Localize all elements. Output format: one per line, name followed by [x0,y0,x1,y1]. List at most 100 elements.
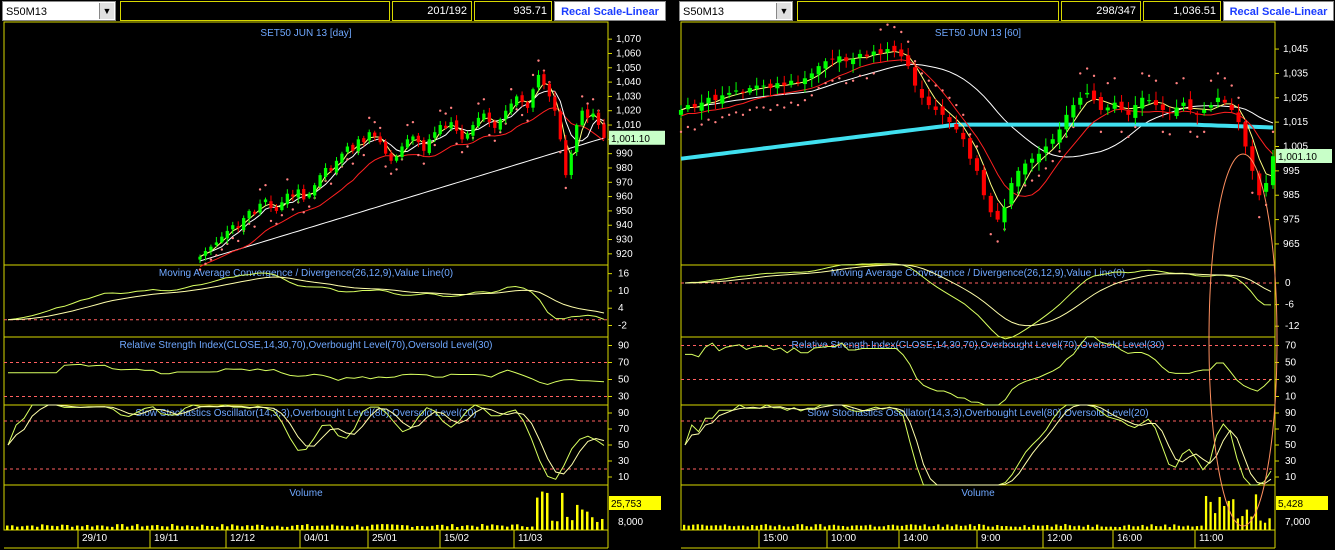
volume-bar [973,525,976,530]
candle-body [242,218,246,231]
volume-bar [286,526,289,530]
volume-bar [683,524,686,530]
sar-dot [989,233,992,236]
volume-bar [1132,526,1135,530]
volume-bar [1195,526,1199,530]
hourly-chart-canvas[interactable]: SET50 JUN 13 [60] 1,045 1,035 1,025 1,015 1,0… [677,0,1335,550]
volume-bar [1018,526,1022,530]
fast-moving-average-line [199,82,605,258]
sar-dot [1182,77,1185,80]
candle-body [575,125,579,153]
sar-dot [900,30,903,34]
symbol-selector[interactable]: S50M13 ▼ [2,1,116,21]
candle-body [356,139,360,152]
volume-bar [823,526,826,530]
date-label: 11:00 [1199,533,1224,544]
date-label: 12/12 [230,533,255,544]
candle-body [220,236,224,243]
volume-bar [1014,526,1017,530]
volume-bar [366,526,369,530]
volume-tick-label: 8,000 [618,517,643,528]
price-tick-label: 1,060 [616,48,641,59]
candle-body [1050,139,1055,144]
volume-bar [1009,526,1013,530]
volume-bar [411,526,414,530]
candle-body [1126,110,1131,115]
chevron-down-icon[interactable]: ▼ [776,3,791,19]
volume-bar [11,525,14,530]
daily-chart-pane[interactable]: S50M13 ▼ 201/192 935.71 Recal Scale-Line… [0,0,668,550]
long-moving-average-line [199,137,605,262]
candle-body [569,153,573,176]
candle-body [1140,97,1145,109]
stoch-signal-line [7,404,605,475]
volume-last-box [1276,496,1328,510]
sar-dot [755,106,758,109]
volume-bar [341,525,344,530]
rsi-title: Relative Strength Index(CLOSE,14,30,70),… [120,340,493,351]
candle-body [871,51,876,56]
volume-title: Volume [289,488,323,499]
volume-bar [71,526,74,530]
macd-signal-line [7,276,605,321]
volume-bar [281,526,284,530]
volume-bar [216,526,219,530]
sar-dot [280,214,284,217]
chart-toolbar: S50M13 ▼ 298/347 1,036.51 Recal Scale-Li… [677,0,1335,22]
candle-body [802,78,807,85]
candle-body [1078,97,1083,105]
candle-body [1215,97,1220,103]
candle-body [954,124,959,130]
daily-chart-canvas[interactable]: SET50 JUN 13 [day] 1,070 1,060 1,050 1,040 1,… [0,0,668,550]
candle-body [899,49,904,57]
candle-body [460,130,464,140]
volume-bar [814,524,817,530]
stoch-tick-label: 70 [1285,424,1297,435]
volume-bar [191,526,194,530]
volume-bar [896,525,899,530]
sar-dot [707,118,710,121]
volume-bar [196,526,199,530]
volume-bar [1223,505,1226,530]
sar-dot [1085,67,1089,70]
long-moving-average-line [680,63,1274,158]
volume-bar [371,524,374,530]
sar-dot [324,179,327,183]
volume-bar [1055,524,1058,530]
sar-dot [1196,135,1199,138]
sar-dot [727,113,731,117]
recal-scale-button[interactable]: Recal Scale-Linear [554,1,666,21]
volume-bar [751,524,754,530]
volume-bar [436,524,439,530]
sar-dot [384,165,387,168]
candle-body [830,58,835,60]
sar-dot [444,112,447,115]
candle-body [699,102,704,111]
candle-body [225,230,229,239]
volume-bar [331,524,334,530]
recal-scale-button[interactable]: Recal Scale-Linear [1223,1,1334,21]
sar-dot [1161,130,1165,134]
sar-dot [482,98,486,101]
chevron-down-icon[interactable]: ▼ [99,3,114,19]
volume-bar [46,525,49,530]
sar-dot [941,89,944,92]
candle-body [438,125,442,135]
sar-dot [499,130,502,134]
hourly-chart-pane[interactable]: S50M13 ▼ 298/347 1,036.51 Recal Scale-Li… [677,0,1335,550]
candle-body [198,256,202,260]
price-tick-label: 995 [1283,166,1300,177]
volume-bar [919,525,922,530]
volume-bar [1005,525,1008,530]
candle-body [482,113,486,120]
symbol-selector[interactable]: S50M13 ▼ [679,1,793,21]
volume-bar [41,524,44,530]
volume-bar [891,524,895,530]
volume-bar [386,524,389,530]
volume-bar [1041,525,1044,530]
volume-bar [1059,525,1062,530]
sar-dot [269,219,273,223]
stoch-line [7,404,605,480]
price-tick-label: 1,005 [1283,142,1308,153]
stoch-signal-line [684,404,1272,486]
